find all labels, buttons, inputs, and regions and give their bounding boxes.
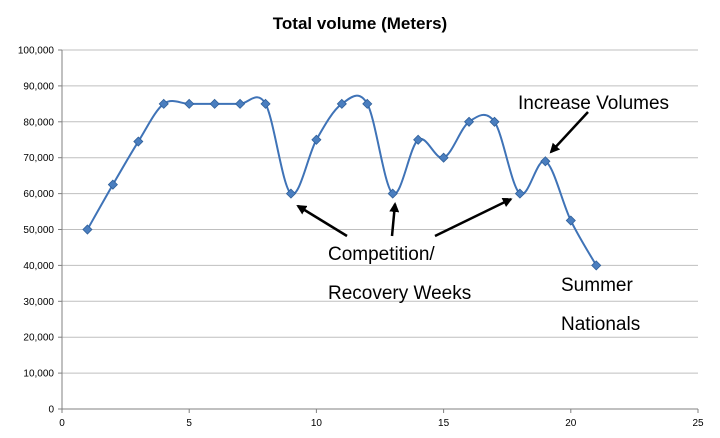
x-tick-label: 10: [311, 418, 323, 429]
data-point: [184, 98, 195, 109]
x-tick-label: 20: [565, 418, 577, 429]
axes: [61, 50, 699, 413]
data-point-markers: [82, 98, 602, 271]
annotation-summer: Summer: [561, 275, 633, 296]
annotation-nationals: Nationals: [561, 314, 640, 335]
x-tick-label: 0: [59, 418, 65, 429]
data-point: [107, 179, 118, 190]
y-tick-label: 50,000: [23, 225, 54, 236]
y-tick-label: 80,000: [23, 117, 54, 128]
x-tick-label: 5: [186, 418, 192, 429]
y-tick-label: 100,000: [18, 46, 55, 57]
x-axis-tick-labels: 0 5 10 15 20 25: [59, 418, 704, 429]
annotation-recovery-weeks: Recovery Weeks: [328, 283, 471, 304]
y-tick-label: 20,000: [23, 333, 54, 344]
data-point: [82, 224, 93, 235]
data-point: [311, 134, 322, 145]
data-point: [260, 98, 271, 109]
y-tick-label: 60,000: [23, 189, 54, 200]
y-tick-label: 40,000: [23, 261, 54, 272]
data-point: [463, 116, 475, 127]
y-tick-label: 0: [48, 405, 54, 416]
data-point: [133, 136, 144, 147]
data-point: [336, 98, 347, 109]
data-point: [565, 215, 576, 226]
gridlines: [58, 49, 698, 410]
y-tick-label: 30,000: [23, 297, 54, 308]
arrow-competition-1: [296, 204, 348, 238]
series-line: [86, 94, 598, 266]
data-point: [489, 116, 500, 127]
data-point: [438, 152, 449, 163]
data-point: [362, 98, 373, 109]
x-tick-label: 15: [438, 418, 450, 429]
data-point: [591, 260, 602, 271]
data-point: [285, 188, 297, 199]
data-point: [514, 188, 525, 199]
data-point: [540, 156, 551, 167]
x-tick-label: 25: [692, 418, 704, 429]
y-tick-label: 70,000: [23, 153, 54, 164]
arrow-competition-3: [434, 197, 513, 238]
data-point: [413, 134, 424, 145]
data-point: [387, 188, 398, 199]
data-point: [158, 98, 169, 109]
data-point: [209, 98, 220, 109]
arrow-increase-volumes: [549, 111, 589, 154]
arrow-competition-2: [389, 202, 400, 237]
y-tick-label: 10,000: [23, 369, 54, 380]
y-tick-label: 90,000: [23, 81, 54, 92]
y-axis-tick-labels: 0 10,000 20,000 30,000 40,000 50,000 60,000 70,…: [18, 46, 55, 416]
chart-title: Total volume (Meters): [273, 14, 447, 33]
annotation-increase-volumes: Increase Volumes: [518, 93, 669, 114]
annotation-competition: Competition/: [328, 244, 435, 265]
data-point: [235, 98, 246, 109]
